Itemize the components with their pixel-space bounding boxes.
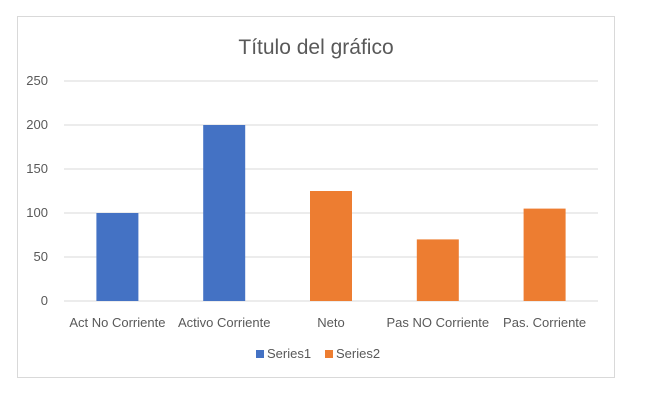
legend-label-series2: Series2	[336, 346, 380, 361]
legend-swatch-series2	[325, 350, 333, 358]
x-tick-label: Activo Corriente	[178, 315, 270, 330]
x-axis: Act No Corriente Activo Corriente Neto Pas …	[69, 315, 586, 330]
bar-series1[interactable]	[203, 125, 246, 301]
y-tick-label: 50	[34, 249, 48, 264]
legend-label-series1: Series1	[267, 346, 311, 361]
bar-series2[interactable]	[310, 191, 352, 301]
x-tick-label: Act No Corriente	[69, 315, 165, 330]
y-tick-label: 0	[41, 293, 48, 308]
y-tick-label: 100	[26, 205, 48, 220]
legend[interactable]: Series1 Series2	[256, 346, 380, 361]
chart-title[interactable]: Título del gráfico	[238, 36, 393, 59]
x-tick-label: Neto	[317, 315, 344, 330]
y-axis: 0 50 100 150 200 250	[26, 73, 48, 308]
bar-series2[interactable]	[416, 239, 459, 301]
y-tick-label: 250	[26, 73, 48, 88]
bars	[96, 125, 566, 301]
legend-swatch-series1	[256, 350, 264, 358]
y-tick-label: 200	[26, 117, 48, 132]
bar-series2[interactable]	[523, 208, 566, 301]
y-tick-label: 150	[26, 161, 48, 176]
gridlines	[64, 80, 598, 302]
bar-series1[interactable]	[96, 213, 139, 301]
x-tick-label: Pas. Corriente	[503, 315, 586, 330]
x-tick-label: Pas NO Corriente	[387, 315, 490, 330]
